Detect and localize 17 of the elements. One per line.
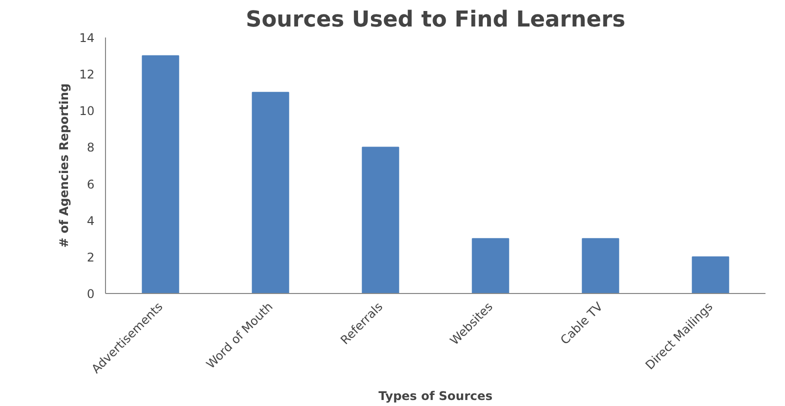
chart-title: Sources Used to Find Learners: [246, 8, 626, 32]
bar: [252, 92, 290, 294]
y-tick-label: 6: [86, 177, 95, 192]
bar: [692, 256, 730, 294]
y-tick-label: 0: [86, 287, 95, 301]
x-axis-title: Types of Sources: [378, 389, 493, 404]
y-tick-label: 10: [79, 104, 95, 118]
y-tick-label: 2: [86, 250, 95, 264]
bar: [142, 55, 180, 294]
bar: [362, 146, 400, 294]
y-axis-title: # of Agencies Reporting: [57, 83, 72, 248]
y-tick-label: 12: [79, 68, 95, 82]
y-tick-label: 8: [86, 140, 95, 155]
y-tick-label: 14: [79, 31, 95, 45]
bar: [472, 238, 510, 294]
bar: [582, 238, 620, 294]
y-tick-label: 4: [86, 214, 95, 228]
